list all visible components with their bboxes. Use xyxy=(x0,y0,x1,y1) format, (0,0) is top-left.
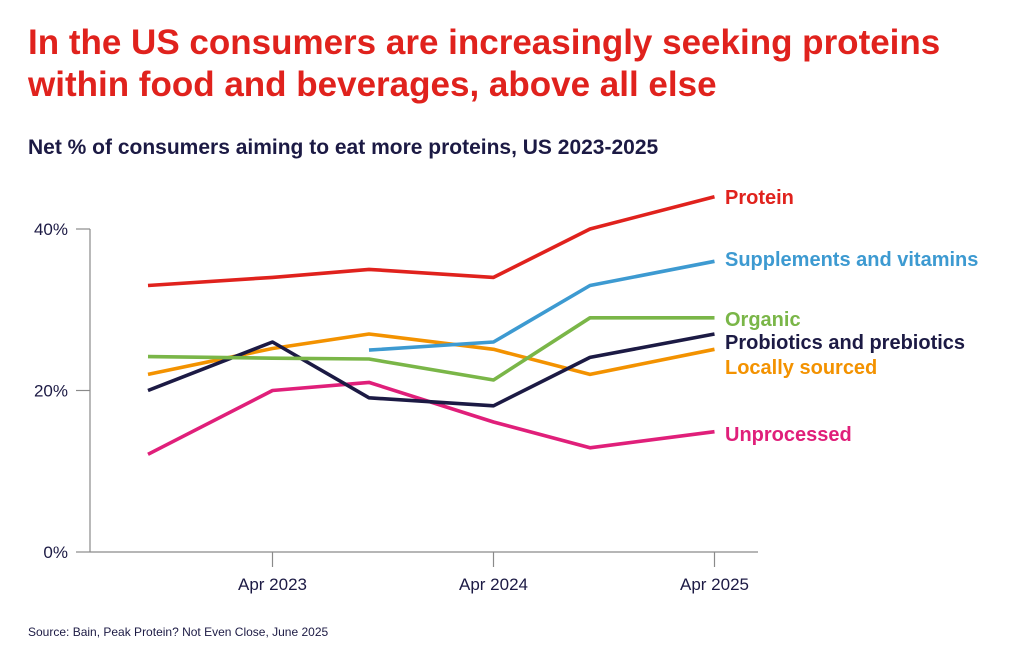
x-tick-label: Apr 2024 xyxy=(459,575,528,594)
series-label-organic: Organic xyxy=(725,309,801,331)
source-note: Source: Bain, Peak Protein? Not Even Clo… xyxy=(28,625,329,639)
series-line-organic xyxy=(147,315,715,382)
x-tick-label: Apr 2023 xyxy=(238,575,307,594)
series-line-probiotics-and-prebiotics xyxy=(147,332,715,408)
chart-series-lines xyxy=(147,194,715,456)
series-label-protein: Protein xyxy=(725,187,794,209)
y-tick-label: 40% xyxy=(34,220,68,239)
page-title: In the US consumers are increasingly see… xyxy=(28,23,941,104)
chart-series-labels: Protein Supplements and vitamins OrganicPr… xyxy=(725,187,978,446)
series-label-locally-sourced: Locally sourced xyxy=(725,357,877,379)
series-line-supplements-and-vitamins xyxy=(368,259,715,352)
series-line-protein xyxy=(147,194,715,288)
chart-axes: 0% 20% 40% Apr 2023 Apr 2024 Apr 2025 xyxy=(34,220,758,594)
chart-title: Net % of consumers aiming to eat more pr… xyxy=(28,136,659,159)
series-label-unprocessed: Unprocessed xyxy=(725,424,852,446)
series-line-unprocessed xyxy=(147,380,715,456)
series-label-supplements-and-vitamins: Supplements and vitamins xyxy=(725,249,978,271)
y-tick-label: 20% xyxy=(34,382,68,401)
series-line-locally-sourced xyxy=(147,332,715,377)
series-label-probiotics-and-prebiotics: Probiotics and prebiotics xyxy=(725,332,965,354)
y-tick-label: 0% xyxy=(43,543,68,562)
x-tick-label: Apr 2025 xyxy=(680,575,749,594)
